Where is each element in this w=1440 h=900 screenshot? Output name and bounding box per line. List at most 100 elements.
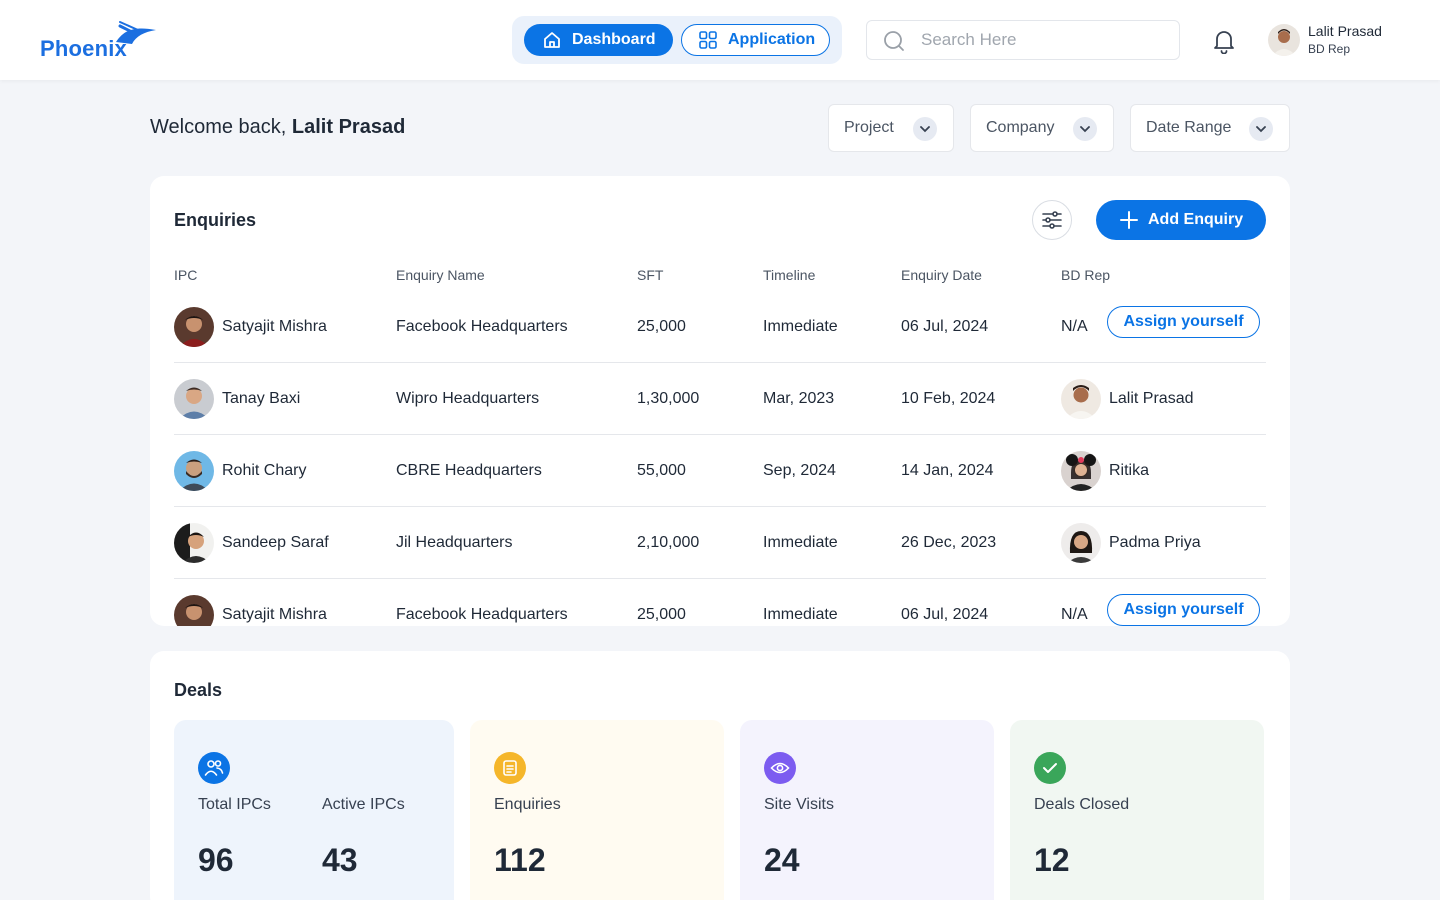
ipc-cell: Sandeep Saraf — [174, 507, 329, 579]
top-bar: Phoenix Dashboard Application — [0, 0, 1440, 80]
assign-yourself-button[interactable]: Assign yourself — [1107, 594, 1260, 626]
tab-application-label: Application — [728, 31, 816, 48]
enquiry-date-cell: 10 Feb, 2024 — [901, 390, 996, 407]
bd-rep-cell: N/A — [1061, 606, 1088, 623]
deals-title: Deals — [174, 680, 223, 700]
home-icon — [544, 32, 560, 48]
bell-icon[interactable] — [1212, 28, 1236, 54]
total-ipcs-value: 96 — [198, 842, 234, 878]
avatar — [174, 451, 214, 491]
user-name: Lalit Prasad — [1308, 23, 1382, 39]
site-visits-stat-card[interactable]: Site Visits 24 — [740, 720, 994, 900]
total-ipcs-label: Total IPCs — [198, 796, 271, 813]
bd-rep-name: Ritika — [1109, 462, 1150, 479]
phoenix-logo[interactable]: Phoenix — [40, 20, 160, 62]
avatar — [174, 523, 214, 563]
company-filter[interactable]: Company — [970, 104, 1114, 152]
chevron-down-icon — [1073, 117, 1097, 141]
project-filter-label: Project — [844, 119, 894, 136]
search-box — [866, 20, 1180, 60]
timeline-cell: Immediate — [763, 606, 838, 623]
column-header-enquiry-name[interactable]: Enquiry Name — [396, 267, 485, 283]
enquiries-stat-card[interactable]: Enquiries 112 — [470, 720, 724, 900]
table-row[interactable]: Tanay Baxi Wipro Headquarters 1,30,000 M… — [174, 363, 1266, 435]
table-row[interactable]: Satyajit Mishra Facebook Headquarters 25… — [174, 579, 1266, 626]
enquiry-name-cell: Jil Headquarters — [396, 534, 513, 551]
enquiries-title: Enquiries — [174, 210, 257, 230]
enquiry-date-cell: 26 Dec, 2023 — [901, 534, 997, 551]
users-icon — [198, 752, 230, 784]
enquiry-name-cell: Wipro Headquarters — [396, 390, 540, 407]
deals-closed-label: Deals Closed — [1034, 796, 1130, 813]
welcome-heading: Welcome back, Lalit Prasad — [150, 116, 405, 139]
bird-icon — [116, 21, 156, 44]
ipc-cell: Satyajit Mishra — [174, 579, 327, 626]
date-range-filter[interactable]: Date Range — [1130, 104, 1290, 152]
enquiries-stat-value: 112 — [494, 842, 546, 878]
column-header-enquiry-date[interactable]: Enquiry Date — [901, 267, 982, 283]
eye-icon — [764, 752, 796, 784]
sft-cell: 25,000 — [637, 606, 686, 623]
welcome-prefix: Welcome back, — [150, 116, 292, 138]
enquiry-name-cell: CBRE Headquarters — [396, 462, 542, 479]
bd-rep-cell: Ritika — [1061, 435, 1149, 507]
enquiry-date-cell: 06 Jul, 2024 — [901, 318, 989, 335]
column-header-timeline[interactable]: Timeline — [763, 267, 816, 283]
ipc-cell: Rohit Chary — [174, 435, 306, 507]
user-avatar-image — [1268, 24, 1300, 56]
grid-icon — [699, 31, 717, 49]
table-row[interactable]: Sandeep Saraf Jil Headquarters 2,10,000 … — [174, 507, 1266, 579]
ipcs-stat-card[interactable]: Total IPCs Active IPCs 96 43 — [174, 720, 454, 900]
user-avatar[interactable] — [1268, 24, 1300, 56]
plus-icon — [1120, 211, 1138, 229]
company-filter-label: Company — [986, 119, 1055, 136]
column-header-bd-rep[interactable]: BD Rep — [1061, 267, 1111, 283]
document-icon — [494, 752, 526, 784]
site-visits-value: 24 — [764, 842, 800, 878]
avatar — [174, 307, 214, 347]
timeline-cell: Mar, 2023 — [763, 390, 835, 407]
enquiry-date-cell: 06 Jul, 2024 — [901, 606, 989, 623]
sft-cell: 2,10,000 — [637, 534, 700, 551]
table-row[interactable]: Rohit Chary CBRE Headquarters 55,000 Sep… — [174, 435, 1266, 507]
ipc-name: Satyajit Mishra — [222, 318, 327, 335]
bd-rep-cell: N/A — [1061, 318, 1088, 335]
table-filter-button[interactable] — [1032, 200, 1072, 240]
avatar — [1061, 523, 1101, 563]
avatar — [174, 379, 214, 419]
column-header-sft[interactable]: SFT — [637, 267, 664, 283]
bd-rep-name: Lalit Prasad — [1109, 390, 1194, 407]
bd-rep-name: Padma Priya — [1109, 534, 1201, 551]
sliders-icon — [1042, 211, 1062, 229]
user-role: BD Rep — [1308, 42, 1351, 56]
avatar — [174, 595, 214, 626]
ipc-name: Tanay Baxi — [222, 390, 301, 407]
sft-cell: 55,000 — [637, 462, 686, 479]
enquiry-name-cell: Facebook Headquarters — [396, 606, 568, 623]
active-ipcs-label: Active IPCs — [322, 796, 405, 813]
enquiry-name-cell: Facebook Headquarters — [396, 318, 568, 335]
site-visits-label: Site Visits — [764, 796, 834, 813]
deals-closed-stat-card[interactable]: Deals Closed 12 — [1010, 720, 1264, 900]
add-enquiry-button[interactable]: Add Enquiry — [1096, 200, 1266, 240]
enquiries-card: Enquiries Add Enquiry IPC Enquiry Name S… — [150, 176, 1290, 626]
assign-yourself-button[interactable]: Assign yourself — [1107, 306, 1260, 338]
check-icon — [1034, 752, 1066, 784]
timeline-cell: Sep, 2024 — [763, 462, 836, 479]
avatar — [1061, 379, 1101, 419]
add-enquiry-label: Add Enquiry — [1148, 211, 1244, 228]
tab-dashboard-label: Dashboard — [572, 31, 656, 48]
enquiry-date-cell: 14 Jan, 2024 — [901, 462, 994, 479]
column-header-ipc[interactable]: IPC — [174, 267, 198, 283]
search-input[interactable] — [921, 28, 1161, 52]
welcome-name: Lalit Prasad — [291, 116, 406, 138]
table-row[interactable]: Satyajit Mishra Facebook Headquarters 25… — [174, 291, 1266, 363]
tab-application[interactable]: Application — [681, 24, 830, 56]
sft-cell: 1,30,000 — [637, 390, 700, 407]
ipc-cell: Tanay Baxi — [174, 363, 300, 435]
tab-dashboard[interactable]: Dashboard — [524, 24, 673, 56]
project-filter[interactable]: Project — [828, 104, 954, 152]
main-nav: Dashboard Application — [512, 16, 842, 64]
ipc-name: Sandeep Saraf — [222, 534, 329, 551]
timeline-cell: Immediate — [763, 534, 838, 551]
